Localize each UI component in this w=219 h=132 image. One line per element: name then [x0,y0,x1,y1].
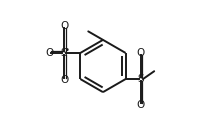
Text: O: O [136,100,145,110]
Text: •: • [65,46,70,55]
Text: O: O [60,20,68,30]
Text: O: O [45,48,53,58]
Text: S: S [61,48,67,58]
Text: O: O [60,75,68,85]
Text: O: O [136,48,145,58]
Text: S: S [137,74,144,84]
